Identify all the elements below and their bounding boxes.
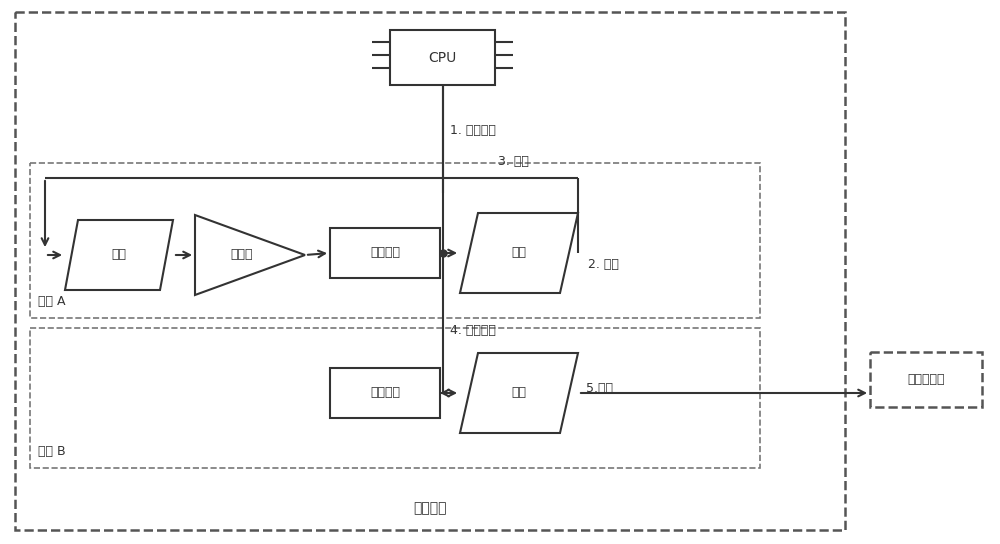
Text: CPU: CPU [428, 51, 457, 65]
Text: 5.发送: 5.发送 [586, 381, 613, 394]
Bar [870, 352, 982, 407]
Bar [330, 368, 440, 418]
Text: 4. 报文复制: 4. 报文复制 [450, 324, 496, 337]
Text: 流分类: 流分类 [230, 249, 252, 262]
Text: 测试设备: 测试设备 [413, 501, 447, 515]
Bar [30, 163, 760, 318]
Text: 接收: 接收 [111, 249, 126, 262]
Text: 3. 环回: 3. 环回 [498, 155, 529, 168]
Polygon shape [195, 215, 305, 295]
Text: 被测试设备: 被测试设备 [907, 373, 945, 386]
Polygon shape [65, 220, 173, 290]
Bar [330, 228, 440, 278]
Text: 端口 A: 端口 A [38, 295, 66, 308]
Text: 发送: 发送 [512, 386, 526, 399]
Text: 发送队列: 发送队列 [370, 386, 400, 399]
Text: 1. 插入报文: 1. 插入报文 [450, 123, 496, 137]
Bar [30, 328, 760, 468]
Bar [390, 30, 495, 85]
Text: 发送: 发送 [512, 246, 526, 259]
Text: 端口 B: 端口 B [38, 445, 66, 458]
Text: 发送队列: 发送队列 [370, 246, 400, 259]
Text: 2. 发送: 2. 发送 [588, 258, 619, 271]
Bar [15, 12, 845, 530]
Polygon shape [460, 353, 578, 433]
Polygon shape [460, 213, 578, 293]
